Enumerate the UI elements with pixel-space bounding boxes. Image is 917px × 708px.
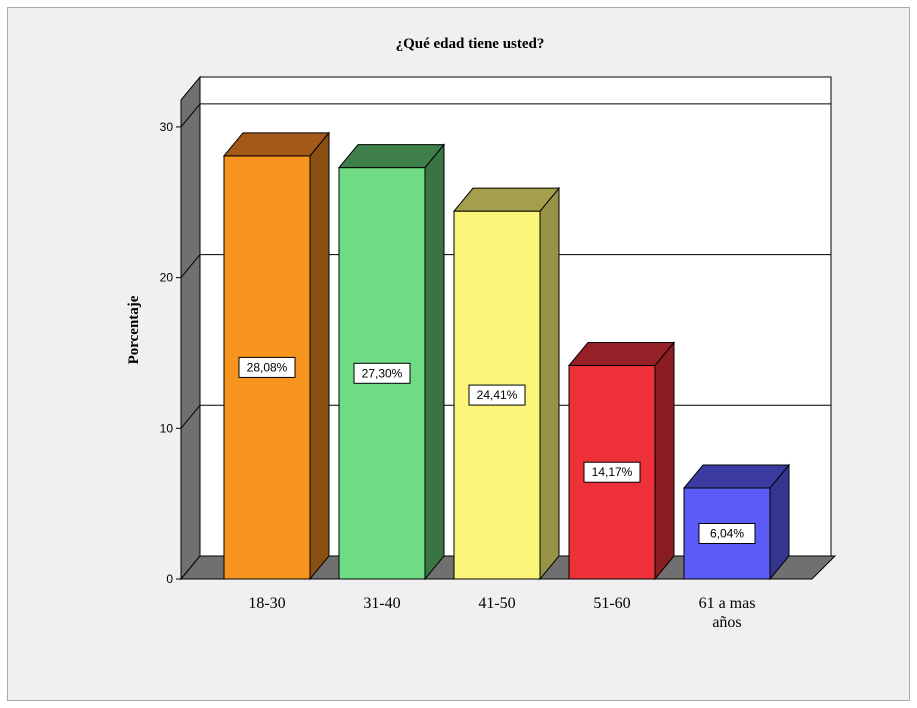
y-tick-label: 0 — [166, 572, 173, 586]
data-label-box — [583, 461, 641, 483]
gridline-side — [180, 254, 201, 278]
data-label-box — [468, 384, 526, 406]
bar-top — [452, 187, 561, 212]
bar-top — [682, 464, 791, 489]
bar-3: 24,41% — [452, 186, 561, 581]
data-label: 14,17% — [592, 465, 633, 479]
bar-4: 14,17% — [567, 341, 676, 581]
x-tick-label: 61 a mas años — [699, 595, 756, 631]
y-axis-label: Porcentaje — [126, 295, 142, 364]
bar-side — [309, 131, 330, 581]
bar-5: 6,04% — [682, 463, 791, 581]
bar-top — [337, 144, 446, 169]
plot-area: 0 10 20 30 28,08% 18-30 27,30% 31-40 24,41% 41-50… — [160, 75, 837, 631]
bar-top — [222, 132, 331, 157]
x-tick-label: 31-40 — [363, 595, 400, 612]
bar-side — [539, 186, 560, 581]
gridline-side — [180, 103, 201, 128]
x-tick-label: 18-30 — [248, 595, 285, 612]
bar-top — [567, 341, 676, 366]
y-tick-label: 30 — [160, 120, 174, 134]
data-label: 6,04% — [710, 526, 744, 540]
data-label: 28,08% — [247, 360, 288, 374]
y-tick-label: 20 — [160, 271, 174, 285]
data-label-box — [238, 356, 296, 378]
x-tick-label: 51-60 — [593, 595, 630, 612]
data-label: 24,41% — [477, 388, 518, 402]
chart-title: ¿Qué edad tiene usted? — [396, 36, 545, 52]
data-label-box — [698, 522, 756, 544]
bar-side — [654, 341, 675, 581]
age-bar-chart: ¿Qué edad tiene usted? Porcentaje 0 10 20 3… — [126, 36, 837, 631]
chart-frame: ¿Qué edad tiene usted? Porcentaje 0 10 20 3… — [7, 7, 910, 701]
x-tick-label: 41-50 — [478, 595, 515, 612]
y-tick-label: 10 — [160, 421, 174, 435]
data-label-box — [353, 362, 411, 384]
data-label: 27,30% — [362, 366, 403, 380]
bar-2: 27,30% — [337, 143, 446, 581]
bar-1: 28,08% — [222, 131, 331, 581]
gridline-side — [180, 404, 201, 429]
left-wall — [180, 75, 201, 581]
bar-side — [424, 143, 445, 581]
